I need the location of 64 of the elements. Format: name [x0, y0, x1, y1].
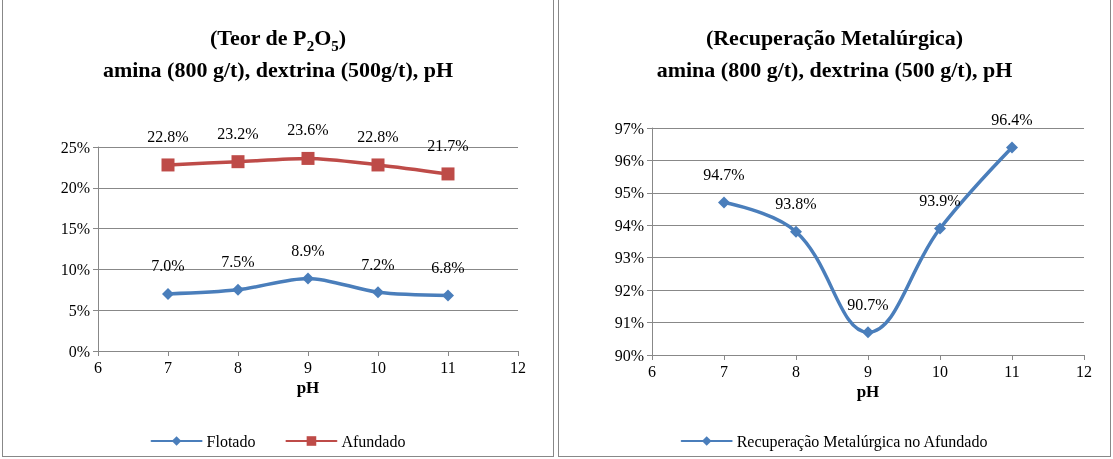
y-tick-label: 25% — [60, 138, 90, 156]
y-tick-label: 94% — [614, 216, 644, 234]
data-label: 93.9% — [919, 192, 961, 210]
data-label: 94.7% — [703, 166, 745, 184]
x-tick-label: 9 — [304, 358, 312, 376]
point — [1006, 141, 1018, 154]
point — [862, 326, 874, 339]
legend-label: Afundado — [341, 432, 406, 450]
x-tick-label: 10 — [932, 362, 948, 380]
data-label: 22.8% — [357, 127, 399, 145]
y-tick-label: 95% — [614, 184, 644, 202]
x-tick-label: 7 — [720, 362, 728, 380]
data-label: 93.8% — [775, 195, 817, 213]
y-tick-label: 20% — [60, 179, 90, 197]
point — [301, 151, 315, 165]
y-tick-label: 90% — [614, 346, 644, 364]
x-axis-title: pH — [856, 382, 880, 401]
data-label: 23.6% — [287, 121, 329, 139]
x-tick-label: 6 — [648, 362, 656, 380]
x-axis-title: pH — [296, 378, 320, 397]
point — [161, 158, 175, 172]
legend-label: Recuperação Metalúrgica no Afundado — [736, 432, 988, 451]
x-tick-label: 7 — [164, 358, 172, 376]
point — [790, 225, 802, 238]
x-tick-label: 10 — [370, 358, 386, 376]
data-label: 23.2% — [217, 124, 259, 142]
data-label: 7.0% — [151, 257, 185, 275]
data-label: 22.8% — [147, 127, 189, 145]
data-label: 21.7% — [427, 136, 469, 154]
x-tick-label: 8 — [234, 358, 242, 376]
point — [232, 283, 244, 296]
x-tick-label: 12 — [510, 358, 526, 376]
x-tick-label: 8 — [792, 362, 800, 380]
data-label: 6.8% — [431, 259, 465, 277]
data-label: 96.4% — [991, 110, 1033, 128]
y-tick-label: 15% — [60, 220, 90, 238]
point — [442, 289, 454, 302]
point — [934, 222, 946, 235]
point — [718, 196, 730, 209]
point — [372, 286, 384, 299]
point — [302, 272, 314, 285]
y-tick-label: 0% — [68, 342, 90, 360]
y-tick-label: 92% — [614, 281, 644, 299]
point — [231, 155, 245, 169]
y-tick-label: 97% — [614, 119, 644, 137]
y-tick-label: 93% — [614, 249, 644, 267]
y-tick-label: 91% — [614, 314, 644, 332]
point — [441, 167, 455, 181]
y-tick-label: 10% — [60, 260, 90, 278]
data-label: 8.9% — [291, 241, 325, 259]
data-label: 7.5% — [221, 253, 255, 271]
data-label: 7.2% — [361, 255, 395, 273]
x-tick-label: 6 — [94, 358, 102, 376]
x-tick-label: 9 — [864, 362, 872, 380]
data-label: 90.7% — [847, 295, 889, 313]
legend-label: Flotado — [206, 432, 256, 450]
y-tick-label: 5% — [68, 301, 90, 319]
x-tick-label: 11 — [440, 358, 456, 376]
x-tick-label: 12 — [1076, 362, 1092, 380]
chart-title: (Recuperação Metalúrgica) amina (800 g/t), dextrina (500 g/t), pH — [656, 24, 1013, 82]
y-tick-label: 96% — [614, 151, 644, 169]
x-tick-label: 11 — [1004, 362, 1020, 380]
point — [371, 158, 385, 172]
point — [162, 287, 174, 300]
